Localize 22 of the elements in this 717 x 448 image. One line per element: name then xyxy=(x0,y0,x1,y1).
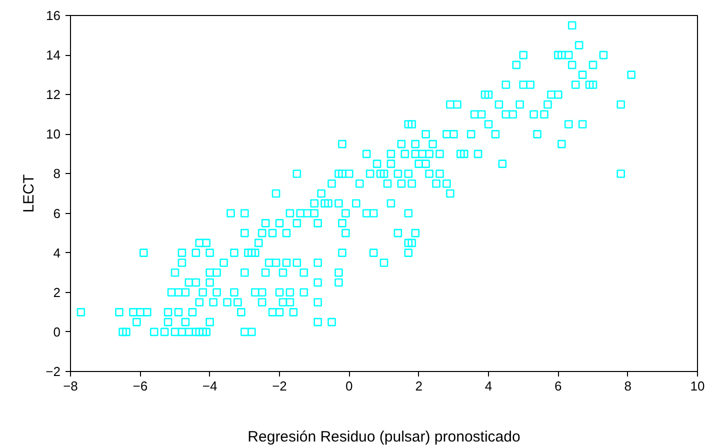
x-tick-label: 0 xyxy=(346,378,353,394)
y-tick-label: 8 xyxy=(53,166,61,182)
y-tick-label: 0 xyxy=(53,324,61,340)
y-tick-label: 4 xyxy=(53,245,61,260)
x-tick-label: 10 xyxy=(690,378,705,394)
y-tick-label: −2 xyxy=(46,364,61,379)
x-tick-label: 6 xyxy=(554,378,562,394)
x-tick-label: 8 xyxy=(624,378,632,394)
x-axis-title: Regresión Residuo (pulsar) pronosticado xyxy=(248,428,520,446)
y-tick-label: 10 xyxy=(46,126,61,142)
x-tick-label: 2 xyxy=(415,378,422,394)
x-tick-label: −2 xyxy=(272,378,287,394)
x-tick-label: −4 xyxy=(202,378,218,394)
x-tick-label: −6 xyxy=(132,378,148,394)
y-tick-label: 12 xyxy=(46,87,61,102)
y-axis-title: LECT xyxy=(20,174,38,213)
x-tick-label: 4 xyxy=(484,378,492,394)
y-tick-label: 6 xyxy=(53,206,61,221)
y-tick-label: 2 xyxy=(53,284,61,300)
y-tick-label: 16 xyxy=(46,8,61,23)
y-tick-label: 14 xyxy=(46,48,61,63)
x-tick-label: −8 xyxy=(63,378,78,394)
